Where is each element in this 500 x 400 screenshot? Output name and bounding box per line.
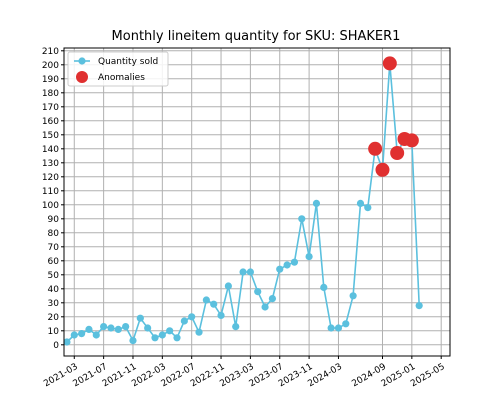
anomaly-point (375, 162, 390, 177)
data-point (415, 302, 423, 310)
y-tick-label: 180 (42, 89, 59, 99)
y-tick-label: 70 (48, 243, 60, 253)
data-point (246, 268, 254, 276)
x-tick-label: 2025-05 (409, 362, 447, 389)
y-tick-label: 160 (42, 117, 59, 127)
anomaly-point (382, 56, 397, 71)
data-point (114, 325, 122, 333)
data-point (210, 300, 218, 308)
legend-label-anomalies: Anomalies (98, 73, 145, 83)
data-point (202, 296, 210, 304)
y-tick-label: 20 (48, 313, 60, 323)
data-point (239, 268, 247, 276)
y-tick-label: 40 (48, 285, 60, 295)
data-point (364, 204, 372, 212)
data-point (151, 334, 159, 342)
y-tick-label: 200 (42, 61, 59, 71)
y-tick-label: 0 (53, 341, 59, 351)
y-tick-label: 210 (42, 47, 59, 57)
legend-marker-anomalies (76, 71, 88, 83)
y-axis: 0 10 20 30 40 50 60 70 80 90 100 110 120 130 140 150 160… (42, 47, 64, 351)
y-tick-label: 100 (42, 201, 59, 211)
legend-label-quantity-sold: Quantity sold (98, 57, 158, 67)
y-tick-label: 190 (42, 75, 59, 85)
x-tick-label: 2024-03 (306, 362, 344, 389)
data-point (122, 323, 130, 331)
data-point (63, 338, 71, 346)
y-tick-label: 170 (42, 103, 59, 113)
data-point (158, 331, 166, 339)
data-point (195, 328, 203, 336)
data-point (180, 317, 188, 325)
chart-title: Monthly lineitem quantity for SKU: SHAKE… (112, 29, 401, 44)
data-point (232, 323, 240, 331)
anomaly-point (368, 141, 383, 156)
data-point (188, 313, 196, 321)
data-point (217, 311, 225, 319)
y-tick-label: 150 (42, 131, 59, 141)
y-tick-label: 30 (48, 299, 60, 309)
data-point (173, 334, 181, 342)
y-tick-label: 110 (42, 187, 59, 197)
data-point (107, 324, 115, 332)
data-point (92, 331, 100, 339)
data-point (327, 324, 335, 332)
data-point (136, 314, 144, 322)
data-point (129, 337, 137, 345)
data-point (342, 320, 350, 328)
y-tick-label: 10 (48, 327, 60, 337)
data-point (166, 327, 174, 335)
anomaly-point (404, 133, 419, 148)
data-point (305, 253, 313, 261)
data-point (100, 323, 108, 331)
y-tick-label: 140 (42, 145, 59, 155)
data-point (276, 265, 284, 273)
data-point (144, 324, 152, 332)
data-point (78, 330, 86, 338)
data-point (312, 199, 321, 207)
data-point (224, 282, 232, 290)
y-tick-label: 60 (48, 257, 60, 267)
data-point (268, 295, 277, 303)
data-point (320, 283, 328, 291)
plot-area (63, 56, 423, 346)
legend-box (67, 51, 169, 87)
data-point (70, 331, 78, 339)
y-tick-label: 120 (42, 173, 59, 183)
y-tick-label: 80 (48, 229, 60, 239)
anomaly-point (390, 146, 405, 160)
data-point (283, 261, 291, 269)
data-point (290, 258, 299, 266)
y-tick-label: 50 (48, 271, 60, 281)
legend-marker-quantity-sold (78, 57, 86, 65)
legend: Quantity sold Anomalies (67, 51, 169, 87)
y-tick-label: 90 (48, 215, 60, 225)
x-axis: 2021-032021-072021-112022-032022-072022-… (42, 356, 447, 389)
y-tick-label: 130 (42, 159, 59, 169)
data-point (356, 199, 365, 207)
data-point (298, 215, 306, 223)
data-point (261, 303, 269, 311)
grid (64, 48, 450, 356)
data-point (85, 325, 93, 333)
data-point (254, 288, 262, 296)
data-point (334, 324, 343, 332)
plot-frame (63, 47, 451, 357)
data-point (349, 292, 357, 300)
series-line-quantity-sold (66, 63, 420, 343)
